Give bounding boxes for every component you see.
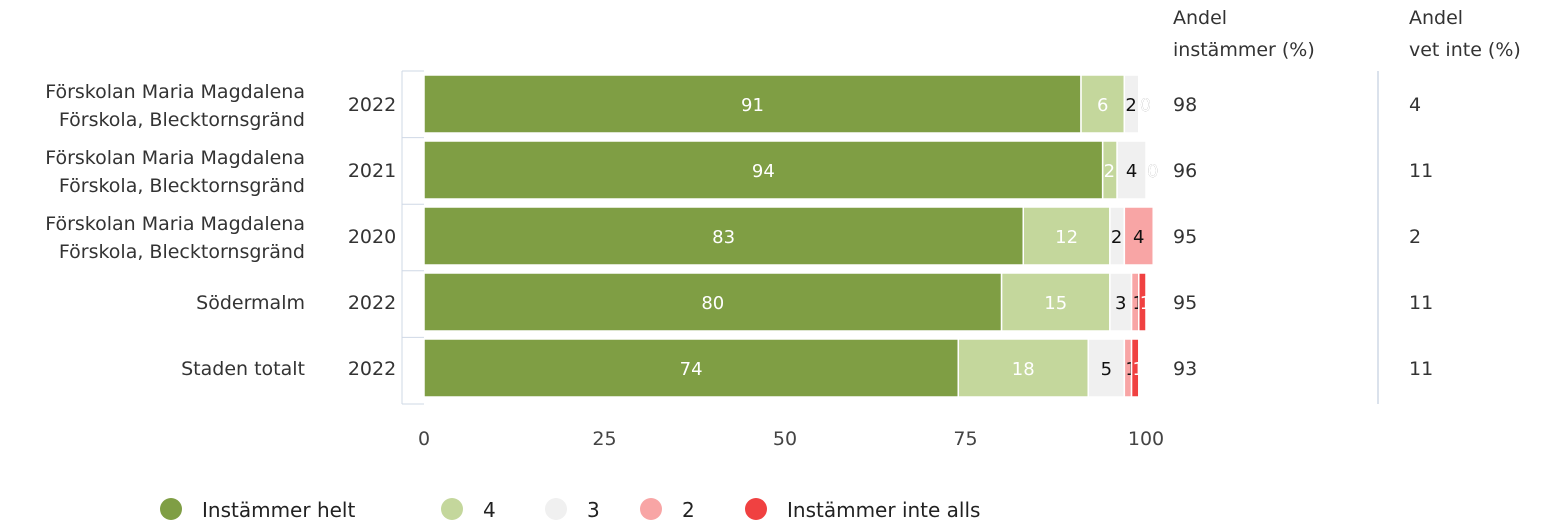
legend-swatch-3 [545,498,567,520]
legend-label-3: 3 [587,498,600,522]
legend-label-4: 2 [682,498,695,522]
data-label: 3 [1115,293,1126,314]
row-label-line1: Förskolan Maria Magdalena [45,147,305,169]
andel-instammer-value: 98 [1173,94,1197,116]
data-label: 1 [1133,359,1144,380]
bar-segment-1 [423,338,960,398]
bar-segment-2 [1000,272,1111,332]
x-tick-label: 75 [953,428,977,450]
data-label: 0 [1154,227,1165,248]
row-label-line2: Förskola, Blecktornsgränd [59,241,305,263]
andel-instammer-value: 95 [1173,292,1197,314]
row-year: 2022 [348,292,396,314]
row-label-line2: Förskola, Blecktornsgränd [59,175,305,197]
bar-segment-2 [1080,74,1126,134]
legend-swatch-4 [640,498,662,520]
bar-segment-1 [423,272,1003,332]
data-label: 5 [1101,359,1112,380]
bar-segment-3 [1087,338,1126,398]
data-label: 80 [701,293,724,314]
data-label: 2 [1125,95,1136,116]
data-label: 0 [1147,161,1158,182]
data-label: 0 [1140,95,1151,116]
bar-segment-1 [423,140,1104,200]
data-label: 4 [1133,227,1144,248]
data-label: 83 [712,227,735,248]
data-label: 6 [1097,95,1108,116]
column-header-andel-instammer-line1: Andel [1173,7,1227,29]
column-header-andel-instammer-line2: instämmer (%) [1173,39,1315,61]
data-label: 2 [1111,227,1122,248]
legend-swatch-2 [441,498,463,520]
data-label: 0 [1140,95,1151,116]
data-label: 74 [680,359,703,380]
bar-segment-2 [957,338,1089,398]
row-year: 2021 [348,160,396,182]
andel-instammer-value: 95 [1173,226,1197,248]
andel-vet-inte-value: 11 [1409,160,1433,182]
row-year: 2022 [348,358,396,380]
legend-label-5: Instämmer inte alls [787,498,980,522]
andel-vet-inte-value: 11 [1409,358,1433,380]
data-label: 18 [1012,359,1035,380]
legend-label-2: 4 [483,498,496,522]
data-label: 12 [1055,227,1078,248]
bar-segment-3 [1116,140,1147,200]
x-tick-label: 0 [418,428,430,450]
data-label: 2 [1104,161,1115,182]
row-label-line1: Förskolan Maria Magdalena [45,213,305,235]
row-label-line1: Förskolan Maria Magdalena [45,81,305,103]
legend-label-1: Instämmer helt [202,498,355,522]
andel-vet-inte-value: 2 [1409,226,1421,248]
row-label: Södermalm [196,292,305,314]
x-tick-label: 100 [1128,428,1164,450]
legend-swatch-1 [160,498,182,520]
x-tick-label: 25 [592,428,616,450]
data-label: 0 [1147,161,1158,182]
andel-instammer-value: 96 [1173,160,1197,182]
data-label: 4 [1126,161,1137,182]
bar-segment-2 [1022,206,1111,266]
andel-vet-inte-value: 11 [1409,292,1433,314]
row-label-line2: Förskola, Blecktornsgränd [59,109,305,131]
column-header-andel-vet-inte-line1: Andel [1409,7,1463,29]
bar-segment-4 [1123,206,1154,266]
bar-segment-1 [423,206,1025,266]
bar-segment-5 [1138,272,1147,332]
data-label: 94 [752,161,775,182]
bar-segment-5 [1130,338,1140,398]
legend-swatch-5 [745,498,767,520]
bar-segment-3 [1123,74,1140,134]
x-tick-label: 50 [773,428,797,450]
data-label: 15 [1044,293,1067,314]
data-label: 91 [741,95,764,116]
andel-instammer-value: 93 [1173,358,1197,380]
column-header-andel-vet-inte-line2: vet inte (%) [1409,39,1521,61]
row-year: 2022 [348,94,396,116]
andel-vet-inte-value: 4 [1409,94,1421,116]
bar-segment-1 [423,74,1082,134]
data-label: 1 [1140,293,1151,314]
row-year: 2020 [348,226,396,248]
row-label: Staden totalt [181,358,305,380]
